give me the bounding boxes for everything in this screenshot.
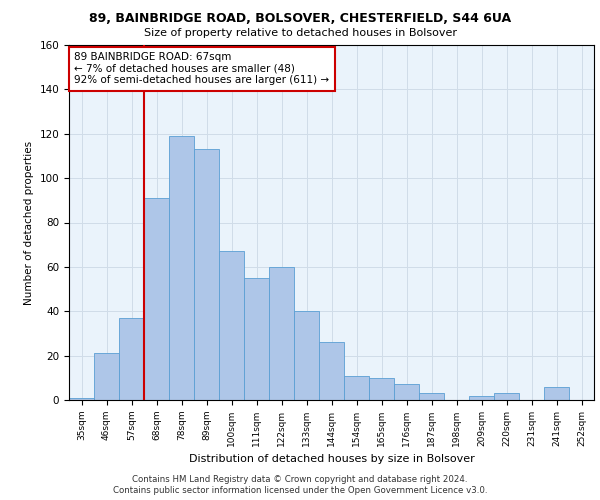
Text: Contains public sector information licensed under the Open Government Licence v3: Contains public sector information licen… xyxy=(113,486,487,495)
Bar xyxy=(119,318,144,400)
Text: Size of property relative to detached houses in Bolsover: Size of property relative to detached ho… xyxy=(143,28,457,38)
Bar xyxy=(94,354,119,400)
Bar xyxy=(319,342,344,400)
Bar xyxy=(419,394,444,400)
Bar xyxy=(144,198,169,400)
Bar xyxy=(369,378,394,400)
Bar xyxy=(219,252,244,400)
Bar xyxy=(469,396,494,400)
Text: Contains HM Land Registry data © Crown copyright and database right 2024.: Contains HM Land Registry data © Crown c… xyxy=(132,475,468,484)
Bar xyxy=(69,398,94,400)
Y-axis label: Number of detached properties: Number of detached properties xyxy=(24,140,34,304)
Text: 89 BAINBRIDGE ROAD: 67sqm
← 7% of detached houses are smaller (48)
92% of semi-d: 89 BAINBRIDGE ROAD: 67sqm ← 7% of detach… xyxy=(74,52,329,86)
Bar xyxy=(169,136,194,400)
Text: 89, BAINBRIDGE ROAD, BOLSOVER, CHESTERFIELD, S44 6UA: 89, BAINBRIDGE ROAD, BOLSOVER, CHESTERFI… xyxy=(89,12,511,26)
Bar xyxy=(494,394,519,400)
Bar xyxy=(294,311,319,400)
Bar xyxy=(394,384,419,400)
Bar xyxy=(544,386,569,400)
Bar xyxy=(244,278,269,400)
Bar xyxy=(194,150,219,400)
Bar xyxy=(344,376,369,400)
Bar xyxy=(269,267,294,400)
X-axis label: Distribution of detached houses by size in Bolsover: Distribution of detached houses by size … xyxy=(188,454,475,464)
